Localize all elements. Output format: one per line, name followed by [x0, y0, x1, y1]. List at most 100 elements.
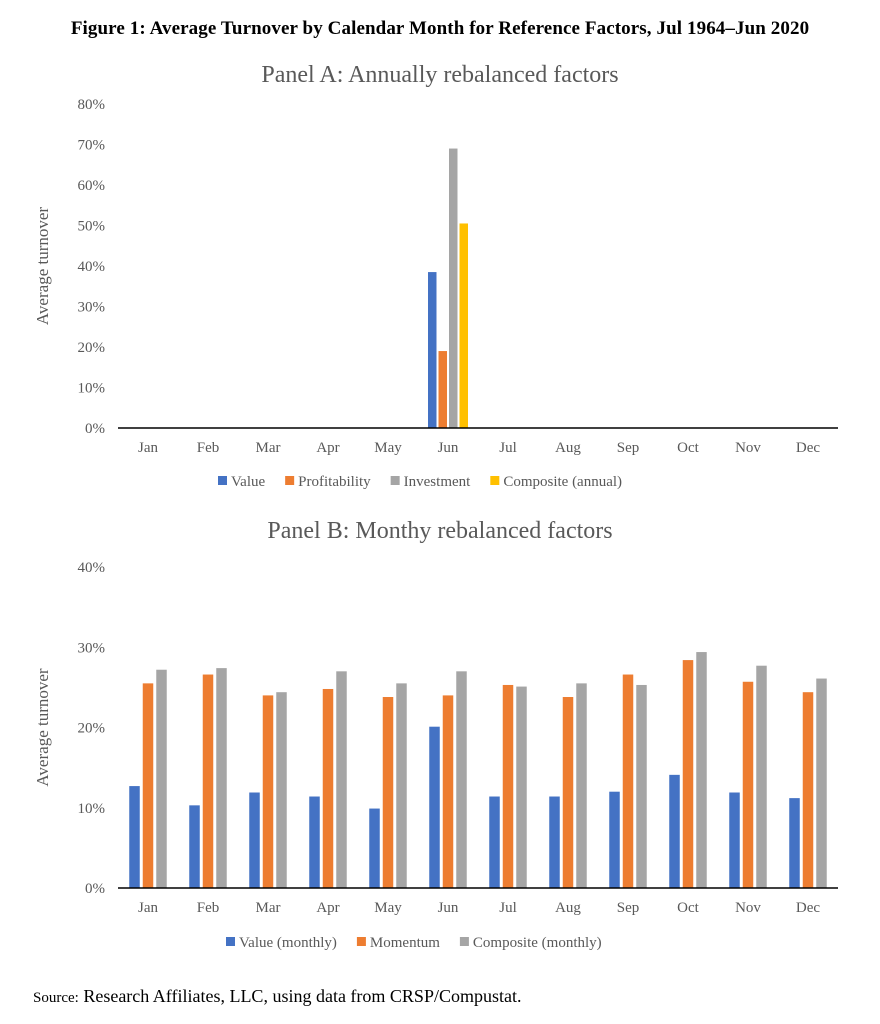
chart1-y-tick-label: 40% — [78, 560, 106, 576]
chart1-bar-momentum-feb — [202, 674, 214, 888]
chart1-x-tick-label: Mar — [256, 900, 281, 916]
source-label: Source: — [33, 990, 79, 1006]
chart1-bar-momentum-apr — [322, 688, 334, 888]
chart0-bar-investment-jun — [449, 148, 458, 429]
chart1-bar-composite-monthly-may — [396, 683, 407, 888]
chart1-y-tick-label: 0% — [85, 881, 105, 897]
chart1-legend-swatch — [356, 937, 366, 946]
chart1-bar-composite-monthly-mar — [276, 692, 287, 888]
chart1-bar-value-monthly-dec — [789, 798, 800, 888]
chart1-y-tick-label: 20% — [78, 721, 106, 737]
chart1-y-axis-title: Average turnover — [33, 668, 52, 786]
chart1-bar-value-monthly-feb — [189, 805, 200, 888]
chart1-x-tick-label: Nov — [735, 900, 761, 916]
chart1-x-tick-label: Jun — [438, 900, 459, 916]
chart0-y-tick-label: 80% — [78, 97, 106, 113]
chart0-x-tick-label: May — [374, 440, 402, 456]
chart0-x-tick-label: Jan — [138, 440, 158, 456]
chart1-legend-swatch — [459, 937, 469, 946]
chart0-y-tick-label: 50% — [78, 219, 106, 235]
chart1-bar-momentum-aug — [562, 697, 574, 888]
chart0-legend-label: Profitability — [298, 474, 371, 490]
chart1-legend-label: Composite (monthly) — [473, 935, 602, 951]
chart1-bar-composite-monthly-dec — [816, 678, 827, 888]
figure-title: Figure 1: Average Turnover by Calendar M… — [70, 18, 810, 39]
chart1-x-tick-label: May — [374, 900, 402, 916]
chart0-x-tick-label: Aug — [555, 440, 581, 456]
chart0-legend-label: Value — [231, 474, 265, 490]
chart0-x-tick-label: Nov — [735, 440, 761, 456]
chart1-bar-momentum-jan — [142, 683, 154, 888]
chart1-bar-value-monthly-may — [369, 808, 380, 888]
chart1-bar-value-monthly-sep — [609, 791, 620, 888]
chart0-y-tick-label: 10% — [78, 381, 106, 397]
chart0-legend-label: Composite (annual) — [503, 474, 622, 490]
chart1-bar-composite-monthly-apr — [336, 671, 347, 888]
chart1-bar-composite-monthly-sep — [636, 684, 647, 888]
chart1-bar-composite-monthly-nov — [756, 665, 767, 888]
chart1-x-tick-label: Feb — [197, 900, 220, 916]
chart1-legend-swatch — [226, 937, 235, 946]
chart1-bar-value-monthly-oct — [669, 774, 680, 888]
chart1-bar-composite-monthly-jun — [456, 671, 467, 888]
chart1-x-tick-label: Apr — [316, 900, 339, 916]
chart0-y-axis-title: Average turnover — [33, 207, 52, 325]
chart0-bar-composite-annual-jun — [459, 223, 468, 428]
chart1-bar-composite-monthly-feb — [216, 668, 227, 888]
chart1-bar-value-monthly-jun — [429, 726, 440, 888]
chart0-x-tick-label: Feb — [197, 440, 220, 456]
chart0-x-tick-label: Mar — [256, 440, 281, 456]
source-text: Research Affiliates, LLC, using data fro… — [83, 986, 522, 1006]
chart1-bar-value-monthly-apr — [309, 796, 320, 888]
chart1-x-tick-label: Jul — [499, 900, 517, 916]
chart1-bar-composite-monthly-jan — [156, 669, 167, 888]
chart1-x-tick-label: Dec — [796, 900, 820, 916]
chart1-bar-value-monthly-aug — [549, 796, 560, 888]
chart1-y-tick-label: 10% — [78, 801, 106, 817]
chart1-x-tick-label: Oct — [677, 900, 699, 916]
chart1-bar-composite-monthly-jul — [516, 686, 527, 888]
chart0-x-tick-label: Apr — [316, 440, 339, 456]
chart0-y-tick-label: 0% — [85, 421, 105, 437]
chart1-bar-momentum-mar — [262, 695, 274, 888]
chart0-title: Panel A: Annually rebalanced factors — [261, 62, 618, 88]
chart1-bar-value-monthly-mar — [249, 792, 260, 888]
chart1-bar-momentum-jun — [442, 695, 454, 888]
chart0-y-tick-label: 30% — [78, 300, 106, 316]
chart0-legend-swatch — [218, 476, 227, 485]
chart1-bar-composite-monthly-oct — [696, 652, 707, 888]
chart1-bar-momentum-jul — [502, 684, 514, 888]
chart0-legend-swatch — [490, 476, 500, 485]
chart1-bar-value-monthly-nov — [729, 792, 740, 888]
chart1-x-tick-label: Jan — [138, 900, 158, 916]
chart0-bar-profitability-jun — [438, 351, 447, 428]
chart0-x-tick-label: Oct — [677, 440, 699, 456]
chart1-title: Panel B: Monthy rebalanced factors — [267, 518, 612, 544]
chart1-bar-momentum-may — [382, 697, 394, 888]
chart1-bar-composite-monthly-aug — [576, 683, 587, 888]
chart1-bar-value-monthly-jan — [129, 786, 140, 888]
chart0-x-tick-label: Jun — [438, 440, 459, 456]
chart0-x-tick-label: Dec — [796, 440, 820, 456]
chart0-y-tick-label: 70% — [78, 138, 106, 154]
chart1-y-tick-label: 30% — [78, 640, 106, 656]
chart0-y-tick-label: 20% — [78, 340, 106, 356]
chart1-bar-momentum-nov — [742, 681, 754, 888]
chart0-x-tick-label: Sep — [617, 440, 640, 456]
chart1-legend-label: Momentum — [370, 935, 440, 951]
chart0-legend-swatch — [285, 476, 295, 485]
chart1-legend-label: Value (monthly) — [239, 935, 337, 951]
source-note: Source: Research Affiliates, LLC, using … — [33, 986, 521, 1007]
chart0-y-tick-label: 60% — [78, 178, 106, 194]
chart1-bar-momentum-dec — [802, 692, 814, 888]
chart1-x-tick-label: Aug — [555, 900, 581, 916]
chart0-y-tick-label: 40% — [78, 259, 106, 275]
chart0-legend-label: Investment — [404, 474, 471, 490]
chart1-x-tick-label: Sep — [617, 900, 640, 916]
panel-a-chart: Panel A: Annually rebalanced factors Aver… — [33, 62, 838, 490]
chart1-bar-value-monthly-jul — [489, 796, 500, 888]
chart1-bar-momentum-sep — [622, 674, 634, 888]
chart0-bar-value-jun — [428, 272, 437, 428]
chart1-bar-momentum-oct — [682, 660, 694, 888]
chart0-x-tick-label: Jul — [499, 440, 517, 456]
